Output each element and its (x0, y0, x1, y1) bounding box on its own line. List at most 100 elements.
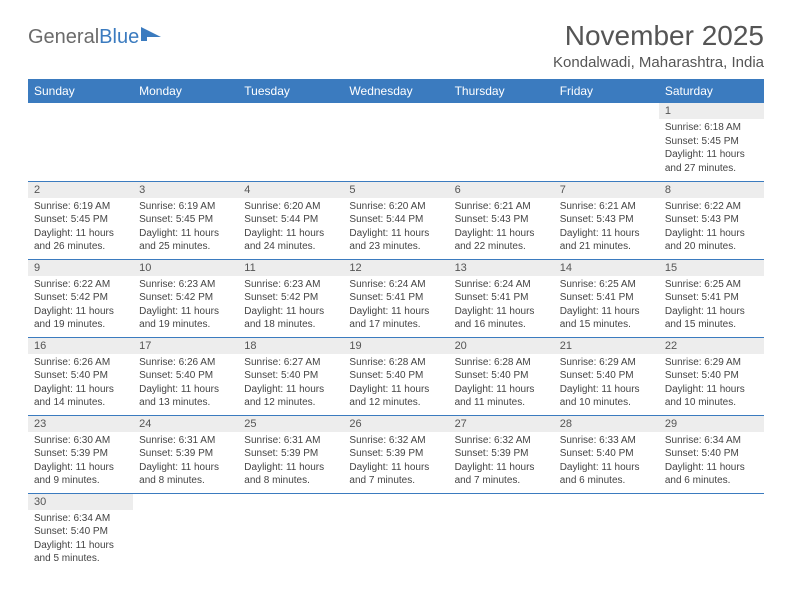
sunrise-text: Sunrise: 6:24 AM (349, 278, 442, 292)
sunrise-text: Sunrise: 6:20 AM (244, 200, 337, 214)
brand-part2: Blue (99, 26, 139, 49)
day-number: 10 (133, 260, 238, 276)
daylight-text: Daylight: 11 hours and 7 minutes. (349, 461, 442, 488)
daylight-text: Daylight: 11 hours and 14 minutes. (34, 383, 127, 410)
day-number: 29 (659, 416, 764, 432)
sunrise-text: Sunrise: 6:19 AM (34, 200, 127, 214)
day-number: 20 (449, 338, 554, 354)
calendar-week-row: 9Sunrise: 6:22 AMSunset: 5:42 PMDaylight… (28, 259, 764, 337)
sunrise-text: Sunrise: 6:31 AM (244, 434, 337, 448)
sunrise-text: Sunrise: 6:28 AM (455, 356, 548, 370)
calendar-day-cell: 16Sunrise: 6:26 AMSunset: 5:40 PMDayligh… (28, 337, 133, 415)
day-number: 4 (238, 182, 343, 198)
day-content: Sunrise: 6:20 AMSunset: 5:44 PMDaylight:… (238, 198, 343, 258)
calendar-day-cell: 28Sunrise: 6:33 AMSunset: 5:40 PMDayligh… (554, 415, 659, 493)
calendar-day-cell: 27Sunrise: 6:32 AMSunset: 5:39 PMDayligh… (449, 415, 554, 493)
daylight-text: Daylight: 11 hours and 16 minutes. (455, 305, 548, 332)
weekday-header-row: Sunday Monday Tuesday Wednesday Thursday… (28, 79, 764, 103)
sunset-text: Sunset: 5:41 PM (560, 291, 653, 305)
day-content: Sunrise: 6:31 AMSunset: 5:39 PMDaylight:… (238, 432, 343, 492)
day-content: Sunrise: 6:25 AMSunset: 5:41 PMDaylight:… (659, 276, 764, 336)
sunrise-text: Sunrise: 6:22 AM (34, 278, 127, 292)
calendar-day-cell: 30Sunrise: 6:34 AMSunset: 5:40 PMDayligh… (28, 493, 133, 571)
calendar-day-cell: 13Sunrise: 6:24 AMSunset: 5:41 PMDayligh… (449, 259, 554, 337)
day-number: 11 (238, 260, 343, 276)
weekday-header: Tuesday (238, 79, 343, 103)
day-number: 12 (343, 260, 448, 276)
sunset-text: Sunset: 5:39 PM (349, 447, 442, 461)
sunset-text: Sunset: 5:42 PM (244, 291, 337, 305)
day-number: 19 (343, 338, 448, 354)
sunset-text: Sunset: 5:43 PM (560, 213, 653, 227)
sunset-text: Sunset: 5:40 PM (560, 447, 653, 461)
sunset-text: Sunset: 5:39 PM (455, 447, 548, 461)
calendar-page: GeneralBlue November 2025 Kondalwadi, Ma… (0, 0, 792, 581)
sunrise-text: Sunrise: 6:33 AM (560, 434, 653, 448)
calendar-day-cell (659, 493, 764, 571)
day-number: 13 (449, 260, 554, 276)
day-content: Sunrise: 6:23 AMSunset: 5:42 PMDaylight:… (133, 276, 238, 336)
weekday-header: Wednesday (343, 79, 448, 103)
daylight-text: Daylight: 11 hours and 23 minutes. (349, 227, 442, 254)
calendar-day-cell (343, 103, 448, 181)
sunrise-text: Sunrise: 6:29 AM (560, 356, 653, 370)
calendar-day-cell: 12Sunrise: 6:24 AMSunset: 5:41 PMDayligh… (343, 259, 448, 337)
day-content: Sunrise: 6:22 AMSunset: 5:43 PMDaylight:… (659, 198, 764, 258)
sunset-text: Sunset: 5:40 PM (560, 369, 653, 383)
daylight-text: Daylight: 11 hours and 17 minutes. (349, 305, 442, 332)
calendar-day-cell (554, 103, 659, 181)
sunrise-text: Sunrise: 6:22 AM (665, 200, 758, 214)
calendar-day-cell (343, 493, 448, 571)
day-content: Sunrise: 6:32 AMSunset: 5:39 PMDaylight:… (343, 432, 448, 492)
day-content: Sunrise: 6:27 AMSunset: 5:40 PMDaylight:… (238, 354, 343, 414)
sunrise-text: Sunrise: 6:32 AM (455, 434, 548, 448)
calendar-week-row: 23Sunrise: 6:30 AMSunset: 5:39 PMDayligh… (28, 415, 764, 493)
sunrise-text: Sunrise: 6:34 AM (34, 512, 127, 526)
sunrise-text: Sunrise: 6:25 AM (665, 278, 758, 292)
daylight-text: Daylight: 11 hours and 12 minutes. (244, 383, 337, 410)
calendar-week-row: 2Sunrise: 6:19 AMSunset: 5:45 PMDaylight… (28, 181, 764, 259)
calendar-day-cell: 6Sunrise: 6:21 AMSunset: 5:43 PMDaylight… (449, 181, 554, 259)
calendar-day-cell: 17Sunrise: 6:26 AMSunset: 5:40 PMDayligh… (133, 337, 238, 415)
day-number: 17 (133, 338, 238, 354)
day-content: Sunrise: 6:24 AMSunset: 5:41 PMDaylight:… (343, 276, 448, 336)
weekday-header: Thursday (449, 79, 554, 103)
sunrise-text: Sunrise: 6:24 AM (455, 278, 548, 292)
sunset-text: Sunset: 5:41 PM (665, 291, 758, 305)
day-content: Sunrise: 6:20 AMSunset: 5:44 PMDaylight:… (343, 198, 448, 258)
day-content: Sunrise: 6:28 AMSunset: 5:40 PMDaylight:… (449, 354, 554, 414)
flag-icon (141, 27, 163, 43)
sunrise-text: Sunrise: 6:27 AM (244, 356, 337, 370)
day-content: Sunrise: 6:28 AMSunset: 5:40 PMDaylight:… (343, 354, 448, 414)
day-number: 15 (659, 260, 764, 276)
daylight-text: Daylight: 11 hours and 21 minutes. (560, 227, 653, 254)
day-number: 23 (28, 416, 133, 432)
day-content: Sunrise: 6:21 AMSunset: 5:43 PMDaylight:… (554, 198, 659, 258)
sunset-text: Sunset: 5:42 PM (139, 291, 232, 305)
sunrise-text: Sunrise: 6:31 AM (139, 434, 232, 448)
calendar-day-cell: 20Sunrise: 6:28 AMSunset: 5:40 PMDayligh… (449, 337, 554, 415)
day-content: Sunrise: 6:29 AMSunset: 5:40 PMDaylight:… (554, 354, 659, 414)
daylight-text: Daylight: 11 hours and 15 minutes. (560, 305, 653, 332)
calendar-day-cell: 23Sunrise: 6:30 AMSunset: 5:39 PMDayligh… (28, 415, 133, 493)
day-number: 26 (343, 416, 448, 432)
sunrise-text: Sunrise: 6:32 AM (349, 434, 442, 448)
day-content: Sunrise: 6:26 AMSunset: 5:40 PMDaylight:… (28, 354, 133, 414)
day-content: Sunrise: 6:25 AMSunset: 5:41 PMDaylight:… (554, 276, 659, 336)
day-number: 8 (659, 182, 764, 198)
sunrise-text: Sunrise: 6:34 AM (665, 434, 758, 448)
day-content: Sunrise: 6:31 AMSunset: 5:39 PMDaylight:… (133, 432, 238, 492)
location-text: Kondalwadi, Maharashtra, India (553, 54, 764, 71)
daylight-text: Daylight: 11 hours and 5 minutes. (34, 539, 127, 566)
day-content: Sunrise: 6:19 AMSunset: 5:45 PMDaylight:… (28, 198, 133, 258)
sunset-text: Sunset: 5:40 PM (34, 525, 127, 539)
weekday-header: Friday (554, 79, 659, 103)
sunset-text: Sunset: 5:40 PM (349, 369, 442, 383)
calendar-day-cell (133, 493, 238, 571)
sunset-text: Sunset: 5:43 PM (455, 213, 548, 227)
calendar-day-cell (449, 103, 554, 181)
daylight-text: Daylight: 11 hours and 25 minutes. (139, 227, 232, 254)
sunset-text: Sunset: 5:43 PM (665, 213, 758, 227)
calendar-week-row: 16Sunrise: 6:26 AMSunset: 5:40 PMDayligh… (28, 337, 764, 415)
calendar-day-cell: 15Sunrise: 6:25 AMSunset: 5:41 PMDayligh… (659, 259, 764, 337)
